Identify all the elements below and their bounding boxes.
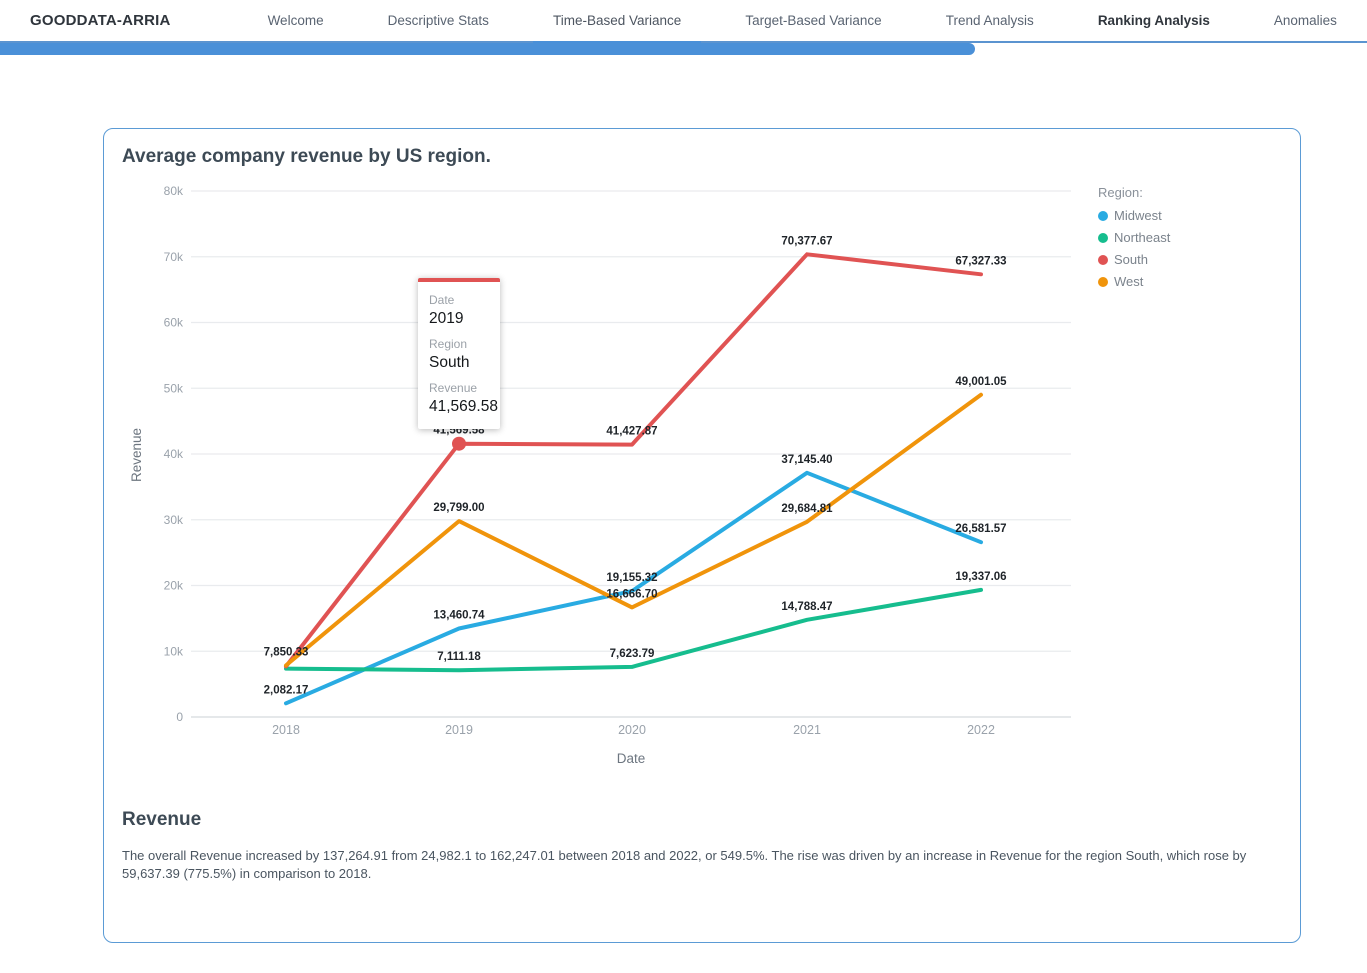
chart-area: 0 10k 20k 30k 40k 50k 60k 70k 80k 2018 2019 2020 202… (104, 185, 1300, 797)
line-south (284, 252, 983, 669)
svg-text:70k: 70k (164, 250, 184, 264)
legend-title: Region: (1098, 185, 1143, 200)
svg-text:16,666.70: 16,666.70 (606, 588, 657, 600)
svg-text:49,001.05: 49,001.05 (955, 376, 1007, 388)
svg-text:30k: 30k (164, 513, 184, 527)
legend-item-west[interactable]: West (1098, 274, 1170, 289)
tooltip-value: 41,569.58 (429, 398, 498, 415)
legend-dot-south (1098, 254, 1108, 265)
tooltip-label: Date (429, 293, 455, 307)
chart-legend: Region: Midwest Northeast South West (1098, 185, 1170, 296)
tab-anomalies[interactable]: Anomalies (1273, 13, 1337, 28)
hovered-point[interactable] (452, 436, 466, 451)
tab-welcome[interactable]: Welcome (267, 13, 324, 28)
svg-text:7,111.18: 7,111.18 (437, 651, 481, 663)
legend-item-south[interactable]: South (1098, 252, 1170, 267)
revenue-line-chart[interactable]: 0 10k 20k 30k 40k 50k 60k 70k 80k 2018 2019 2020 202… (121, 185, 1101, 785)
legend-dot-midwest (1098, 210, 1108, 221)
legend-item-northeast[interactable]: Northeast (1098, 230, 1170, 245)
svg-text:67,327.33: 67,327.33 (955, 255, 1006, 267)
svg-text:20k: 20k (164, 579, 184, 593)
svg-text:13,460.74: 13,460.74 (433, 610, 485, 622)
svg-text:Revenue: Revenue (129, 428, 144, 482)
tooltip-value: 2019 (429, 310, 464, 327)
gridlines: 0 10k 20k 30k 40k 50k 60k 70k 80k (164, 185, 1071, 724)
data-labels: 2,082.17 13,460.74 19,155.32 37,145.40 26,58… (264, 235, 1008, 696)
svg-text:2022: 2022 (967, 723, 995, 737)
svg-text:Date: Date (617, 751, 646, 766)
brand-logo[interactable]: GOODDATA-ARRIA (30, 12, 171, 29)
tab-descriptive-stats[interactable]: Descriptive Stats (387, 13, 489, 28)
legend-dot-west (1098, 276, 1108, 287)
svg-text:29,799.00: 29,799.00 (433, 502, 484, 514)
svg-text:2019: 2019 (445, 723, 473, 737)
summary-text: The overall Revenue increased by 137,264… (122, 848, 1247, 881)
svg-text:2021: 2021 (793, 723, 821, 737)
svg-text:2,082.17: 2,082.17 (264, 684, 309, 696)
line-midwest (284, 470, 983, 706)
legend-label: South (1114, 252, 1148, 267)
svg-text:19,155.32: 19,155.32 (606, 572, 657, 584)
legend-label: West (1114, 274, 1144, 289)
tab-trend-analysis[interactable]: Trend Analysis (945, 13, 1034, 28)
tab-time-based-variance[interactable]: Time-Based Variance (532, 1, 702, 49)
svg-text:37,145.40: 37,145.40 (781, 454, 832, 466)
tooltip-label: Revenue (429, 381, 478, 395)
axis-labels: 2018 2019 2020 2021 2022 Date Revenue (129, 428, 995, 766)
chart-tooltip: Date 2019 Region South Revenue 41,569.58 (418, 278, 500, 429)
tab-ranking-analysis[interactable]: Ranking Analysis (1097, 13, 1210, 28)
svg-text:70,377.67: 70,377.67 (781, 235, 832, 247)
top-navigation: GOODDATA-ARRIA Welcome Descriptive Stats T… (0, 0, 1367, 49)
legend-label: Northeast (1114, 230, 1171, 245)
line-west (284, 392, 983, 668)
legend-dot-northeast (1098, 232, 1108, 243)
svg-text:40k: 40k (164, 447, 184, 461)
svg-text:2018: 2018 (272, 723, 300, 737)
svg-text:29,684.81: 29,684.81 (781, 503, 833, 515)
legend-label: Midwest (1114, 208, 1162, 223)
svg-text:0: 0 (176, 710, 183, 724)
svg-text:7,850.33: 7,850.33 (264, 646, 309, 658)
tooltip-row-date: Date 2019 (429, 293, 494, 328)
svg-text:41,427.87: 41,427.87 (606, 426, 657, 438)
chart-title: Average company revenue by US region. (122, 146, 491, 167)
svg-text:10k: 10k (164, 644, 184, 658)
svg-text:50k: 50k (164, 381, 184, 395)
legend-item-midwest[interactable]: Midwest (1098, 208, 1170, 223)
nav-tabs: Welcome Descriptive Stats Time-Based Varia… (266, 1, 1339, 49)
svg-text:7,623.79: 7,623.79 (610, 648, 655, 660)
svg-text:2020: 2020 (618, 723, 646, 737)
tooltip-row-region: Region South (429, 337, 494, 372)
svg-text:19,337.06: 19,337.06 (955, 571, 1006, 583)
report-card: Average company revenue by US region. 0 1… (103, 128, 1301, 943)
line-northeast (284, 587, 983, 673)
tab-target-based-variance[interactable]: Target-Based Variance (745, 13, 882, 28)
tooltip-label: Region (429, 337, 468, 351)
summary-section: Revenue The overall Revenue increased by… (104, 809, 1300, 883)
tooltip-row-revenue: Revenue 41,569.58 (429, 381, 498, 416)
svg-text:14,788.47: 14,788.47 (781, 601, 832, 613)
summary-heading: Revenue (122, 809, 202, 830)
accent-progress-bar (0, 43, 975, 55)
svg-text:60k: 60k (164, 316, 184, 330)
svg-text:80k: 80k (164, 185, 184, 198)
svg-text:26,581.57: 26,581.57 (955, 523, 1006, 535)
tooltip-value: South (429, 354, 470, 371)
